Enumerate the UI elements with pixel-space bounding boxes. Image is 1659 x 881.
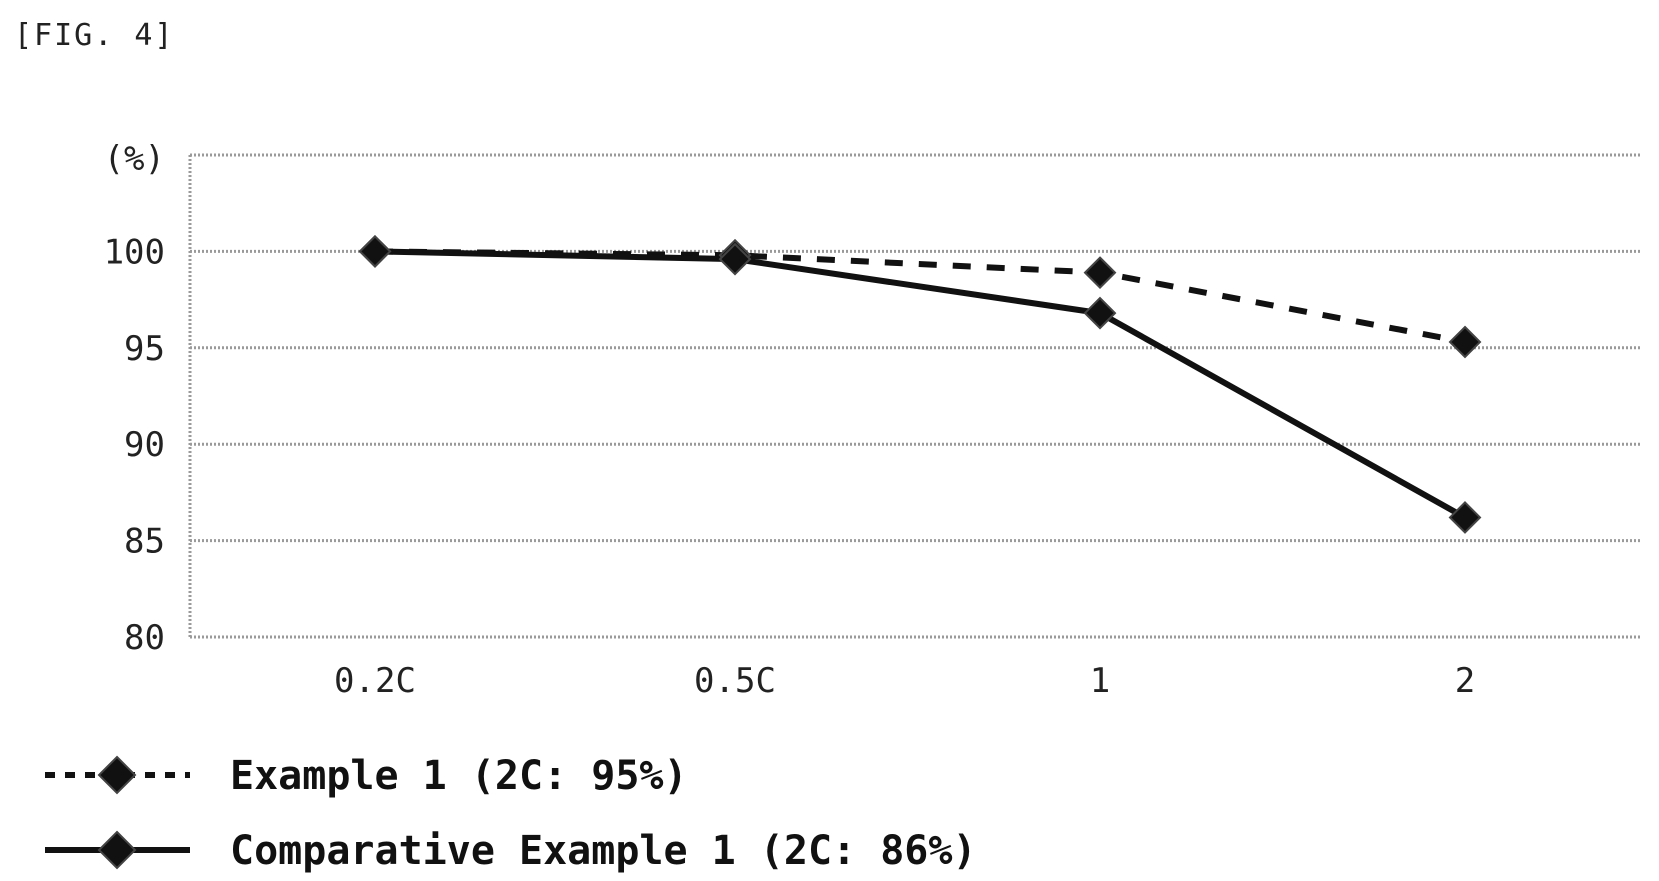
data-point	[1083, 296, 1117, 330]
x-tick-label: 1	[1090, 661, 1110, 701]
data-point	[1448, 501, 1482, 534]
y-tick-label: 100	[104, 232, 165, 272]
series-line-2	[374, 248, 1467, 521]
legend: Example 1 (2C: 95%) Comparative Example 1…	[45, 753, 977, 874]
figure-label: [FIG. 4]	[14, 18, 175, 53]
y-tick-label: 85	[124, 522, 165, 562]
data-point	[1448, 325, 1482, 359]
series-points	[358, 234, 1482, 534]
legend-label: Comparative Example 1 (2C: 86%)	[230, 828, 977, 874]
legend-swatch-marker	[97, 755, 137, 795]
data-point	[718, 242, 752, 276]
grid-lines	[188, 153, 1640, 639]
x-tick-label: 0.5C	[694, 661, 776, 701]
y-tick-label: 90	[124, 425, 165, 465]
series-lines	[374, 248, 1467, 521]
y-axis-label: (%)	[104, 139, 165, 179]
legend-label: Example 1 (2C: 95%)	[230, 753, 688, 799]
y-tick-label: 95	[124, 329, 165, 369]
data-point	[1083, 256, 1117, 290]
y-tick-labels: 80 85 90 95 100	[104, 232, 165, 658]
x-tick-label: 0.2C	[334, 661, 416, 701]
x-tick-label: 2	[1455, 661, 1475, 701]
legend-swatch-marker	[97, 830, 137, 870]
data-point	[358, 234, 392, 268]
x-tick-labels: 0.2C 0.5C 1 2	[334, 661, 1475, 701]
y-tick-label: 80	[124, 618, 165, 658]
series-line-1	[374, 248, 1466, 345]
